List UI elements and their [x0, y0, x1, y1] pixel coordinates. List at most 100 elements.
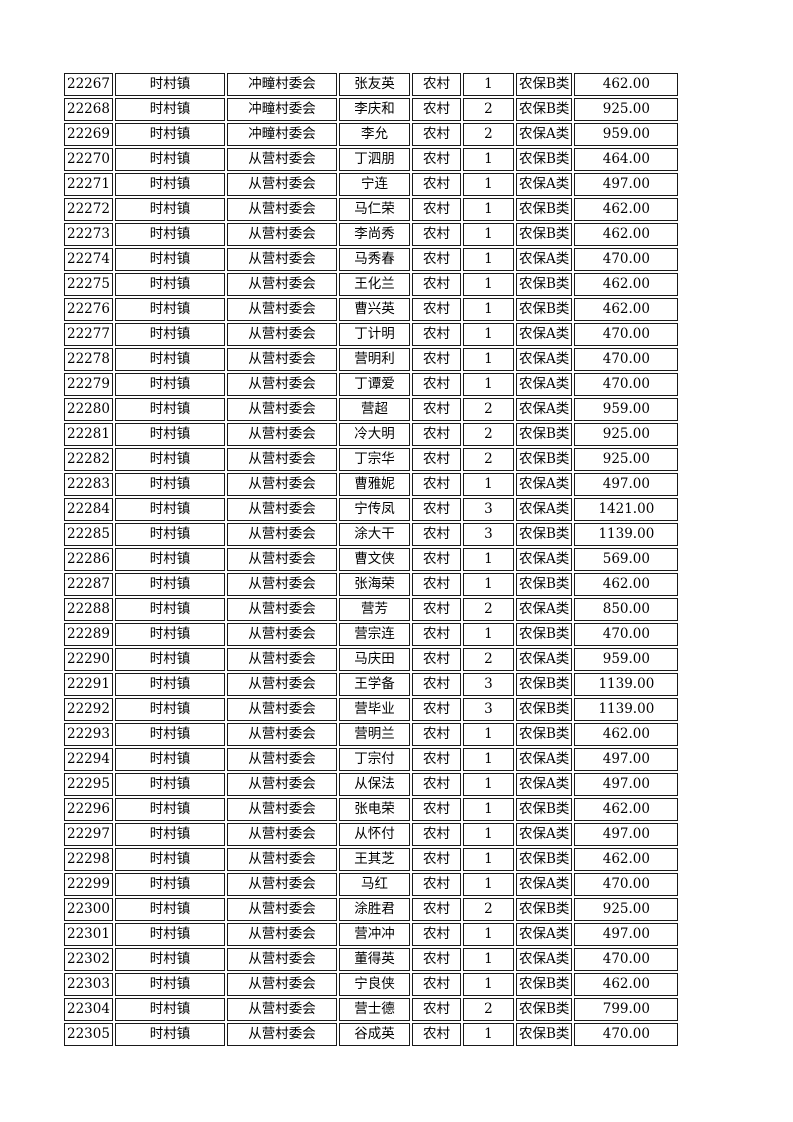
table-row: 22268 时村镇 冲疃村委会 李庆和 农村 2 农保B类 925.00: [64, 98, 679, 121]
cell-insurance-type: 农保A类: [515, 648, 573, 671]
cell-village-committee: 从营村委会: [226, 973, 337, 996]
cell-amount: 462.00: [574, 798, 679, 821]
cell-amount: 925.00: [574, 898, 679, 921]
cell-residence-type: 农村: [411, 623, 461, 646]
table-row: 22287 时村镇 从营村委会 张海荣 农村 1 农保B类 462.00: [64, 573, 679, 596]
cell-record-id: 22276: [64, 298, 113, 321]
cell-amount: 569.00: [574, 548, 679, 571]
cell-residence-type: 农村: [411, 648, 461, 671]
cell-residence-type: 农村: [411, 348, 461, 371]
cell-record-id: 22287: [64, 573, 113, 596]
table-row: 22276 时村镇 从营村委会 曹兴英 农村 1 农保B类 462.00: [64, 298, 679, 321]
cell-insurance-type: 农保B类: [515, 148, 573, 171]
table-row: 22286 时村镇 从营村委会 曹文侠 农村 1 农保A类 569.00: [64, 548, 679, 571]
cell-person-name: 营冲冲: [338, 923, 410, 946]
cell-insurance-type: 农保B类: [515, 698, 573, 721]
cell-person-name: 曹兴英: [338, 298, 410, 321]
cell-person-count: 1: [462, 223, 514, 246]
cell-town: 时村镇: [114, 723, 225, 746]
cell-insurance-type: 农保A类: [515, 398, 573, 421]
cell-town: 时村镇: [114, 948, 225, 971]
table-row: 22282 时村镇 从营村委会 丁宗华 农村 2 农保B类 925.00: [64, 448, 679, 471]
cell-town: 时村镇: [114, 523, 225, 546]
table-row: 22283 时村镇 从营村委会 曹雅妮 农村 1 农保A类 497.00: [64, 473, 679, 496]
cell-insurance-type: 农保B类: [515, 723, 573, 746]
cell-amount: 470.00: [574, 948, 679, 971]
cell-residence-type: 农村: [411, 123, 461, 146]
cell-residence-type: 农村: [411, 748, 461, 771]
cell-person-count: 1: [462, 473, 514, 496]
cell-person-count: 1: [462, 973, 514, 996]
cell-record-id: 22278: [64, 348, 113, 371]
cell-amount: 497.00: [574, 923, 679, 946]
cell-residence-type: 农村: [411, 823, 461, 846]
table-row: 22291 时村镇 从营村委会 王学备 农村 3 农保B类 1139.00: [64, 673, 679, 696]
cell-person-name: 王学备: [338, 673, 410, 696]
cell-residence-type: 农村: [411, 798, 461, 821]
table-row: 22303 时村镇 从营村委会 宁良侠 农村 1 农保B类 462.00: [64, 973, 679, 996]
cell-village-committee: 从营村委会: [226, 573, 337, 596]
cell-person-name: 宁良侠: [338, 973, 410, 996]
cell-person-count: 1: [462, 323, 514, 346]
cell-residence-type: 农村: [411, 373, 461, 396]
cell-person-count: 1: [462, 148, 514, 171]
cell-town: 时村镇: [114, 173, 225, 196]
cell-person-name: 营明兰: [338, 723, 410, 746]
cell-amount: 497.00: [574, 773, 679, 796]
cell-town: 时村镇: [114, 98, 225, 121]
cell-insurance-type: 农保A类: [515, 748, 573, 771]
cell-residence-type: 农村: [411, 698, 461, 721]
cell-amount: 470.00: [574, 623, 679, 646]
cell-record-id: 22277: [64, 323, 113, 346]
cell-residence-type: 农村: [411, 248, 461, 271]
cell-record-id: 22303: [64, 973, 113, 996]
cell-village-committee: 从营村委会: [226, 273, 337, 296]
cell-amount: 470.00: [574, 873, 679, 896]
cell-village-committee: 从营村委会: [226, 198, 337, 221]
table-row: 22274 时村镇 从营村委会 马秀春 农村 1 农保A类 470.00: [64, 248, 679, 271]
cell-record-id: 22291: [64, 673, 113, 696]
cell-village-committee: 从营村委会: [226, 723, 337, 746]
cell-village-committee: 从营村委会: [226, 523, 337, 546]
cell-town: 时村镇: [114, 298, 225, 321]
cell-town: 时村镇: [114, 148, 225, 171]
cell-residence-type: 农村: [411, 898, 461, 921]
cell-record-id: 22272: [64, 198, 113, 221]
cell-town: 时村镇: [114, 998, 225, 1021]
cell-residence-type: 农村: [411, 573, 461, 596]
cell-village-committee: 从营村委会: [226, 798, 337, 821]
cell-insurance-type: 农保B类: [515, 623, 573, 646]
cell-residence-type: 农村: [411, 98, 461, 121]
cell-residence-type: 农村: [411, 173, 461, 196]
cell-town: 时村镇: [114, 848, 225, 871]
cell-insurance-type: 农保A类: [515, 923, 573, 946]
cell-person-count: 1: [462, 298, 514, 321]
cell-town: 时村镇: [114, 773, 225, 796]
cell-town: 时村镇: [114, 673, 225, 696]
cell-person-name: 马仁荣: [338, 198, 410, 221]
cell-person-count: 2: [462, 98, 514, 121]
cell-town: 时村镇: [114, 798, 225, 821]
cell-town: 时村镇: [114, 598, 225, 621]
table-row: 22300 时村镇 从营村委会 涂胜君 农村 2 农保B类 925.00: [64, 898, 679, 921]
table-row: 22280 时村镇 从营村委会 营超 农村 2 农保A类 959.00: [64, 398, 679, 421]
cell-person-name: 张友英: [338, 73, 410, 96]
cell-person-name: 马秀春: [338, 248, 410, 271]
cell-amount: 470.00: [574, 373, 679, 396]
cell-amount: 1139.00: [574, 523, 679, 546]
cell-person-count: 1: [462, 823, 514, 846]
table-row: 22279 时村镇 从营村委会 丁谭爱 农村 1 农保A类 470.00: [64, 373, 679, 396]
cell-record-id: 22274: [64, 248, 113, 271]
cell-insurance-type: 农保A类: [515, 873, 573, 896]
cell-person-count: 2: [462, 998, 514, 1021]
cell-village-committee: 从营村委会: [226, 298, 337, 321]
cell-record-id: 22281: [64, 423, 113, 446]
cell-residence-type: 农村: [411, 273, 461, 296]
cell-amount: 462.00: [574, 723, 679, 746]
cell-insurance-type: 农保B类: [515, 848, 573, 871]
cell-insurance-type: 农保B类: [515, 298, 573, 321]
cell-town: 时村镇: [114, 248, 225, 271]
cell-town: 时村镇: [114, 223, 225, 246]
cell-town: 时村镇: [114, 123, 225, 146]
cell-person-count: 1: [462, 348, 514, 371]
